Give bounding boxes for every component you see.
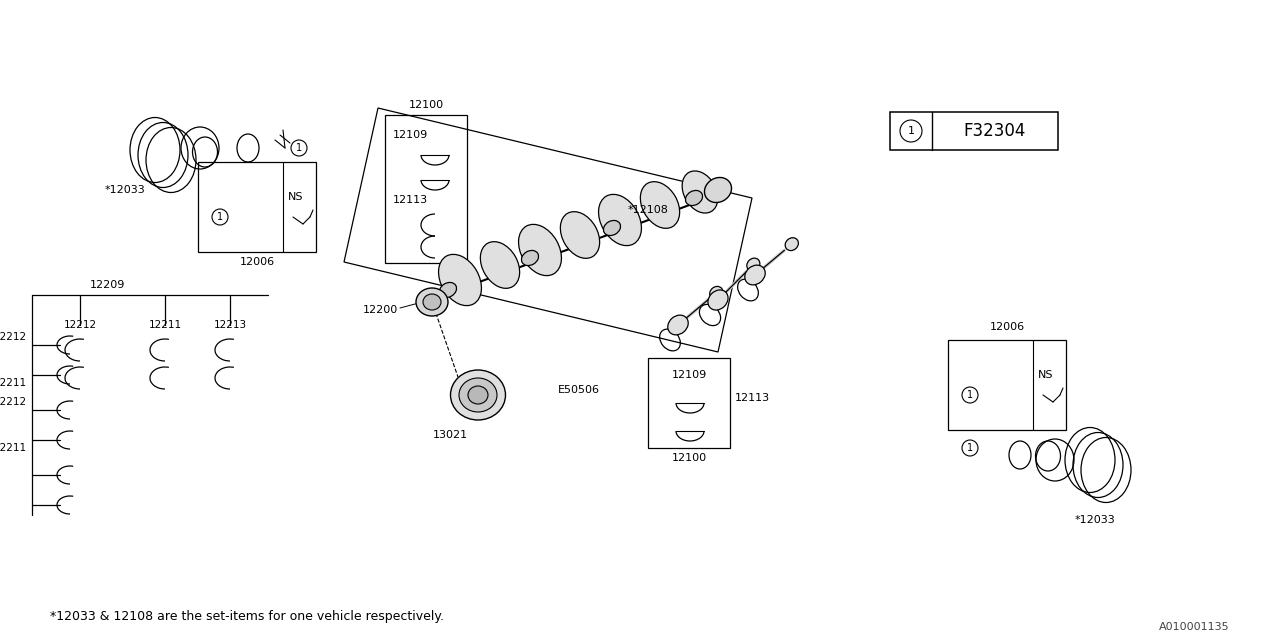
- Text: 12211: 12211: [0, 443, 27, 453]
- Text: 1: 1: [296, 143, 302, 153]
- Text: 12113: 12113: [393, 195, 428, 205]
- Text: 12212: 12212: [64, 320, 96, 330]
- Text: 12211: 12211: [0, 378, 27, 388]
- Text: 12211: 12211: [148, 320, 182, 330]
- Ellipse shape: [439, 254, 481, 306]
- Ellipse shape: [451, 370, 506, 420]
- Ellipse shape: [422, 294, 442, 310]
- Text: 12006: 12006: [989, 322, 1024, 332]
- Ellipse shape: [460, 378, 497, 412]
- Text: 12100: 12100: [672, 453, 707, 463]
- Text: 12109: 12109: [393, 130, 429, 140]
- Text: A010001135: A010001135: [1160, 622, 1230, 632]
- Ellipse shape: [682, 171, 718, 213]
- Text: 12209: 12209: [90, 280, 125, 290]
- Ellipse shape: [686, 191, 703, 205]
- Ellipse shape: [746, 258, 760, 271]
- Ellipse shape: [668, 315, 689, 335]
- Text: 1: 1: [216, 212, 223, 222]
- Text: *12033 & 12108 are the set-items for one vehicle respectively.: *12033 & 12108 are the set-items for one…: [50, 610, 444, 623]
- Text: 12212: 12212: [0, 397, 27, 407]
- Ellipse shape: [599, 195, 641, 246]
- Bar: [198, 162, 316, 252]
- Bar: [648, 358, 730, 448]
- Text: *12108: *12108: [628, 205, 669, 215]
- Bar: [948, 340, 1066, 430]
- Ellipse shape: [480, 242, 520, 289]
- Ellipse shape: [521, 250, 539, 266]
- Bar: [890, 112, 1059, 150]
- Ellipse shape: [785, 237, 799, 251]
- Ellipse shape: [709, 287, 723, 300]
- Text: 12100: 12100: [408, 100, 444, 110]
- Text: 12113: 12113: [735, 393, 771, 403]
- Text: *12033: *12033: [1075, 515, 1116, 525]
- Text: 1: 1: [966, 443, 973, 453]
- Ellipse shape: [640, 182, 680, 228]
- Text: 1: 1: [908, 126, 914, 136]
- Bar: [385, 115, 467, 263]
- Text: 12109: 12109: [672, 370, 707, 380]
- Text: 12212: 12212: [0, 332, 27, 342]
- Text: NS: NS: [1038, 370, 1053, 380]
- Ellipse shape: [708, 290, 728, 310]
- Text: 1: 1: [966, 390, 973, 400]
- Text: 12213: 12213: [214, 320, 247, 330]
- Text: *12033: *12033: [105, 185, 146, 195]
- Ellipse shape: [745, 265, 765, 285]
- Ellipse shape: [439, 282, 457, 298]
- Text: F32304: F32304: [964, 122, 1027, 140]
- Text: NS: NS: [288, 192, 303, 202]
- Text: 12006: 12006: [239, 257, 275, 267]
- Ellipse shape: [416, 288, 448, 316]
- Text: E50506: E50506: [558, 385, 600, 395]
- Ellipse shape: [704, 177, 732, 202]
- Ellipse shape: [518, 225, 562, 276]
- Text: 12200: 12200: [362, 305, 398, 315]
- Ellipse shape: [561, 212, 599, 259]
- Text: 13021: 13021: [433, 430, 467, 440]
- Ellipse shape: [468, 386, 488, 404]
- Ellipse shape: [603, 220, 621, 236]
